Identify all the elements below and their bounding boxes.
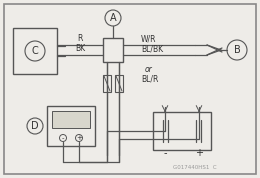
Text: A: A <box>110 13 116 23</box>
Circle shape <box>75 135 82 142</box>
Text: +: + <box>195 148 203 158</box>
Text: R: R <box>77 34 83 43</box>
Text: +: + <box>76 135 82 141</box>
Circle shape <box>105 10 121 26</box>
Circle shape <box>227 40 247 60</box>
Text: B: B <box>234 45 241 55</box>
Text: -: - <box>163 148 167 158</box>
Circle shape <box>27 118 43 134</box>
Bar <box>153 112 211 150</box>
Bar <box>13 28 57 74</box>
Bar <box>52 111 90 128</box>
Bar <box>47 106 95 146</box>
Circle shape <box>60 135 67 142</box>
Bar <box>103 75 111 92</box>
Circle shape <box>25 41 45 61</box>
Text: -: - <box>62 135 64 141</box>
Text: G017440HS1  C: G017440HS1 C <box>173 165 217 170</box>
Text: or: or <box>145 65 153 74</box>
Text: C: C <box>32 46 38 56</box>
Text: BL/R: BL/R <box>141 75 158 84</box>
Text: D: D <box>31 121 39 131</box>
Bar <box>115 75 123 92</box>
Bar <box>103 38 123 62</box>
Text: BL/BK: BL/BK <box>141 44 163 53</box>
Text: BK: BK <box>75 44 85 53</box>
Text: W/R: W/R <box>141 34 157 43</box>
